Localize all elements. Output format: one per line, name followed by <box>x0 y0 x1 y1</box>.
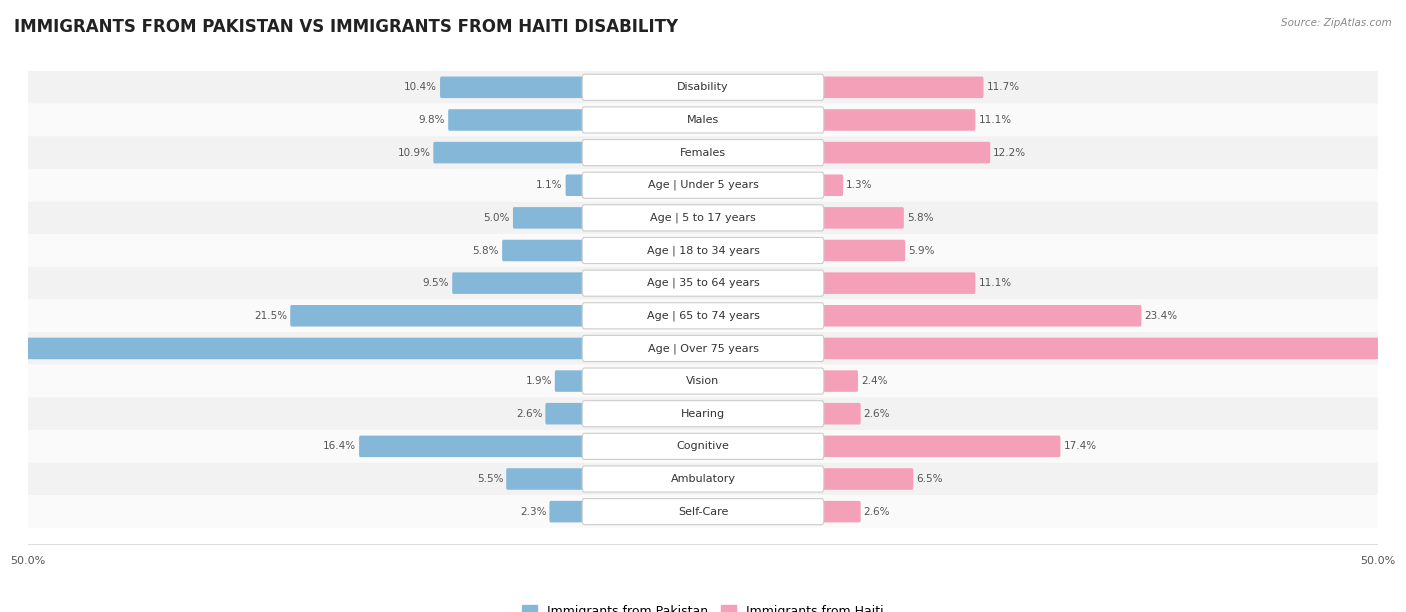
FancyBboxPatch shape <box>502 240 582 261</box>
Text: 1.3%: 1.3% <box>846 180 873 190</box>
Text: Vision: Vision <box>686 376 720 386</box>
Text: Cognitive: Cognitive <box>676 441 730 452</box>
FancyBboxPatch shape <box>506 468 582 490</box>
Text: Age | 18 to 34 years: Age | 18 to 34 years <box>647 245 759 256</box>
Text: 11.1%: 11.1% <box>979 278 1011 288</box>
FancyBboxPatch shape <box>359 436 582 457</box>
FancyBboxPatch shape <box>582 401 824 427</box>
Text: 11.7%: 11.7% <box>987 82 1019 92</box>
Text: 21.5%: 21.5% <box>254 311 287 321</box>
FancyBboxPatch shape <box>28 463 1378 495</box>
Text: Males: Males <box>688 115 718 125</box>
FancyBboxPatch shape <box>824 436 1060 457</box>
Text: 2.6%: 2.6% <box>516 409 543 419</box>
FancyBboxPatch shape <box>824 370 858 392</box>
Text: 12.2%: 12.2% <box>993 147 1026 158</box>
FancyBboxPatch shape <box>453 272 582 294</box>
FancyBboxPatch shape <box>582 499 824 524</box>
Text: 2.6%: 2.6% <box>863 507 890 517</box>
Text: Source: ZipAtlas.com: Source: ZipAtlas.com <box>1281 18 1392 28</box>
Text: 5.9%: 5.9% <box>908 245 935 256</box>
FancyBboxPatch shape <box>582 107 824 133</box>
FancyBboxPatch shape <box>550 501 582 523</box>
FancyBboxPatch shape <box>565 174 582 196</box>
FancyBboxPatch shape <box>824 338 1406 359</box>
Text: IMMIGRANTS FROM PAKISTAN VS IMMIGRANTS FROM HAITI DISABILITY: IMMIGRANTS FROM PAKISTAN VS IMMIGRANTS F… <box>14 18 678 36</box>
Text: Age | 65 to 74 years: Age | 65 to 74 years <box>647 310 759 321</box>
FancyBboxPatch shape <box>28 103 1378 136</box>
Text: Ambulatory: Ambulatory <box>671 474 735 484</box>
Text: 23.4%: 23.4% <box>1144 311 1177 321</box>
FancyBboxPatch shape <box>582 237 824 264</box>
FancyBboxPatch shape <box>440 76 582 98</box>
Text: 5.0%: 5.0% <box>484 213 510 223</box>
Text: 5.8%: 5.8% <box>472 245 499 256</box>
FancyBboxPatch shape <box>824 240 905 261</box>
FancyBboxPatch shape <box>28 365 1378 397</box>
Text: Disability: Disability <box>678 82 728 92</box>
Text: 2.4%: 2.4% <box>860 376 887 386</box>
FancyBboxPatch shape <box>582 466 824 492</box>
Text: Age | 35 to 64 years: Age | 35 to 64 years <box>647 278 759 288</box>
FancyBboxPatch shape <box>582 368 824 394</box>
Text: 9.8%: 9.8% <box>419 115 446 125</box>
Text: 10.4%: 10.4% <box>404 82 437 92</box>
FancyBboxPatch shape <box>28 234 1378 267</box>
FancyBboxPatch shape <box>555 370 582 392</box>
Text: 16.4%: 16.4% <box>323 441 356 452</box>
FancyBboxPatch shape <box>824 403 860 425</box>
FancyBboxPatch shape <box>28 430 1378 463</box>
FancyBboxPatch shape <box>28 495 1378 528</box>
FancyBboxPatch shape <box>824 109 976 131</box>
FancyBboxPatch shape <box>582 140 824 166</box>
FancyBboxPatch shape <box>582 74 824 100</box>
FancyBboxPatch shape <box>824 272 976 294</box>
FancyBboxPatch shape <box>582 205 824 231</box>
FancyBboxPatch shape <box>824 305 1142 327</box>
Text: Females: Females <box>681 147 725 158</box>
FancyBboxPatch shape <box>449 109 582 131</box>
FancyBboxPatch shape <box>582 335 824 362</box>
FancyBboxPatch shape <box>582 270 824 296</box>
FancyBboxPatch shape <box>824 501 860 523</box>
FancyBboxPatch shape <box>28 201 1378 234</box>
Text: Age | Over 75 years: Age | Over 75 years <box>648 343 758 354</box>
FancyBboxPatch shape <box>28 169 1378 201</box>
FancyBboxPatch shape <box>582 172 824 198</box>
FancyBboxPatch shape <box>824 174 844 196</box>
FancyBboxPatch shape <box>824 142 990 163</box>
Text: 9.5%: 9.5% <box>423 278 450 288</box>
Text: Age | Under 5 years: Age | Under 5 years <box>648 180 758 190</box>
FancyBboxPatch shape <box>513 207 582 229</box>
FancyBboxPatch shape <box>28 136 1378 169</box>
FancyBboxPatch shape <box>824 76 983 98</box>
Text: 5.8%: 5.8% <box>907 213 934 223</box>
Text: 11.1%: 11.1% <box>979 115 1011 125</box>
Text: 2.3%: 2.3% <box>520 507 547 517</box>
Text: Age | 5 to 17 years: Age | 5 to 17 years <box>650 212 756 223</box>
FancyBboxPatch shape <box>28 332 1378 365</box>
FancyBboxPatch shape <box>433 142 582 163</box>
FancyBboxPatch shape <box>0 338 582 359</box>
Text: 10.9%: 10.9% <box>398 147 430 158</box>
FancyBboxPatch shape <box>582 303 824 329</box>
Text: 2.6%: 2.6% <box>863 409 890 419</box>
FancyBboxPatch shape <box>28 267 1378 299</box>
FancyBboxPatch shape <box>28 71 1378 103</box>
Text: 5.5%: 5.5% <box>477 474 503 484</box>
FancyBboxPatch shape <box>824 207 904 229</box>
Text: 1.9%: 1.9% <box>526 376 551 386</box>
Legend: Immigrants from Pakistan, Immigrants from Haiti: Immigrants from Pakistan, Immigrants fro… <box>517 600 889 612</box>
FancyBboxPatch shape <box>582 433 824 460</box>
FancyBboxPatch shape <box>290 305 582 327</box>
Text: 17.4%: 17.4% <box>1063 441 1097 452</box>
FancyBboxPatch shape <box>546 403 582 425</box>
FancyBboxPatch shape <box>824 468 914 490</box>
Text: Hearing: Hearing <box>681 409 725 419</box>
Text: 1.1%: 1.1% <box>536 180 562 190</box>
Text: Self-Care: Self-Care <box>678 507 728 517</box>
Text: 6.5%: 6.5% <box>917 474 943 484</box>
FancyBboxPatch shape <box>28 397 1378 430</box>
FancyBboxPatch shape <box>28 299 1378 332</box>
